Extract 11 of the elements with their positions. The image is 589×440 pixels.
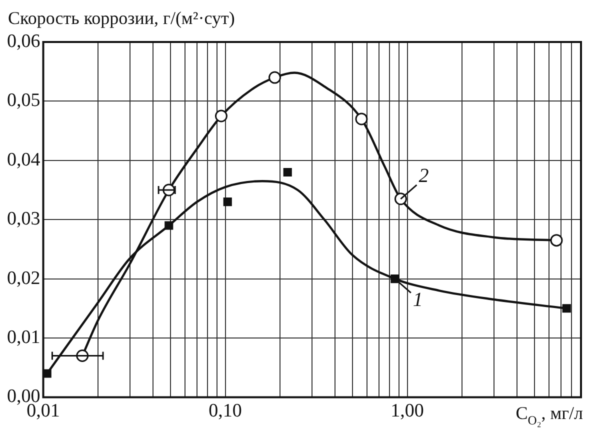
- y-tick-label: 0,01: [7, 326, 40, 348]
- series-label: 2: [418, 165, 429, 188]
- y-axis-title: Скорость коррозии, г/(м²·сут): [8, 8, 235, 28]
- x-tick-label: 1,00: [390, 400, 424, 422]
- y-tick-label: 0,04: [7, 149, 41, 170]
- y-tick-label: 0,05: [7, 90, 40, 112]
- legend-label: 1: [412, 289, 423, 312]
- y-tick-label: 0,03: [7, 208, 40, 230]
- y-tick-label: 0,06: [7, 30, 40, 52]
- y-tick-label: 0,02: [7, 268, 40, 289]
- x-tick-label: 0,10: [208, 400, 242, 422]
